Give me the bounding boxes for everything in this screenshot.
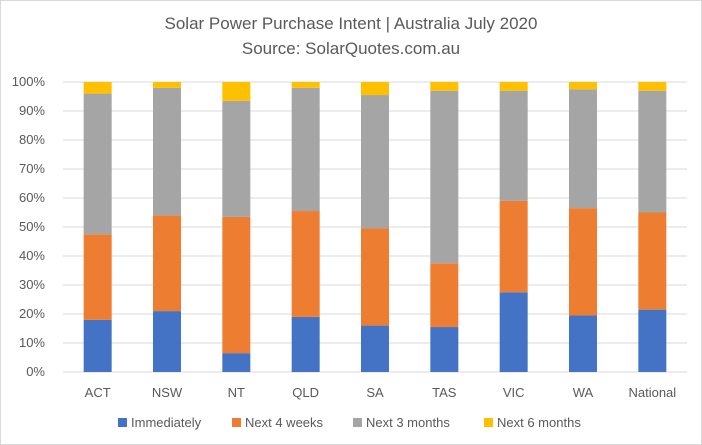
bar-segment — [222, 216, 251, 354]
chart-subtitle: Source: SolarQuotes.com.au — [242, 39, 460, 58]
x-tick-label: NSW — [152, 385, 183, 400]
bar-segment — [569, 82, 597, 90]
bar-segment — [222, 353, 251, 372]
bar-segment — [153, 82, 181, 88]
bar-segment — [638, 309, 667, 372]
y-tick-label: 60% — [19, 190, 45, 205]
y-tick-label: 20% — [19, 306, 45, 321]
bar-segment — [499, 90, 528, 201]
bar-segment — [153, 87, 181, 216]
bar-segment — [638, 212, 667, 310]
bar-segment — [291, 211, 320, 317]
bar-segment — [83, 93, 112, 235]
bar-segment — [499, 292, 528, 372]
y-tick-label: 90% — [19, 103, 45, 118]
bar-segment — [361, 95, 389, 229]
legend-label: Immediately — [131, 415, 202, 430]
legend: Immediately Next 4 weeks Next 3 months Next… — [118, 415, 581, 430]
legend-label: Next 6 months — [497, 415, 581, 430]
bar-segment — [291, 87, 320, 212]
y-tick-label: 100% — [12, 74, 46, 89]
x-tick-label: VIC — [503, 385, 525, 400]
x-tick-label: SA — [366, 385, 384, 400]
y-tick-label: 0% — [26, 364, 45, 379]
bar-segment — [430, 82, 459, 91]
legend-swatch — [118, 418, 127, 427]
y-tick-label: 80% — [19, 132, 45, 147]
bar-segment — [430, 327, 459, 372]
bar-segment — [361, 325, 389, 372]
legend-swatch — [353, 418, 362, 427]
bar-segment — [291, 82, 320, 88]
bar-segment — [499, 82, 528, 91]
bar-segment — [361, 228, 389, 326]
x-tick-label: ACT — [85, 385, 111, 400]
y-tick-label: 70% — [19, 161, 45, 176]
bar-segment — [569, 208, 597, 316]
bar-segment — [153, 311, 181, 372]
bar-segment — [291, 316, 320, 372]
bar-segment — [638, 90, 667, 213]
bar-segment — [222, 100, 251, 217]
y-tick-label: 10% — [19, 335, 45, 350]
x-tick-label: WA — [573, 385, 594, 400]
chart-title: Solar Power Purchase Intent | Australia … — [165, 14, 538, 33]
legend-swatch — [232, 418, 241, 427]
y-tick-label: 30% — [19, 277, 45, 292]
legend-swatch — [484, 418, 493, 427]
y-axis-ticks: 0% 10% 20% 30% 40% 50% 60% 70% 80% 90% 100% — [12, 74, 46, 379]
bar-segment — [83, 234, 112, 320]
bar-segment — [499, 200, 528, 293]
y-tick-label: 50% — [19, 219, 45, 234]
bar-segment — [361, 82, 389, 96]
x-tick-label: NT — [228, 385, 245, 400]
x-tick-label: TAS — [432, 385, 457, 400]
y-tick-label: 40% — [19, 248, 45, 263]
legend-label: Next 4 weeks — [245, 415, 324, 430]
bar-segment — [569, 89, 597, 209]
bar-segment — [83, 82, 112, 94]
bar-segment — [430, 90, 459, 264]
bar-segment — [222, 82, 251, 101]
bars — [83, 82, 667, 372]
bar-segment — [153, 215, 181, 312]
bar-segment — [638, 82, 667, 91]
bar-segment — [430, 263, 459, 328]
x-tick-label: QLD — [292, 385, 319, 400]
x-axis-ticks: ACT NSW NT QLD SA TAS VIC WA National — [85, 385, 677, 400]
bar-segment — [83, 319, 112, 372]
x-tick-label: National — [628, 385, 676, 400]
bar-segment — [569, 315, 597, 372]
legend-label: Next 3 months — [366, 415, 450, 430]
